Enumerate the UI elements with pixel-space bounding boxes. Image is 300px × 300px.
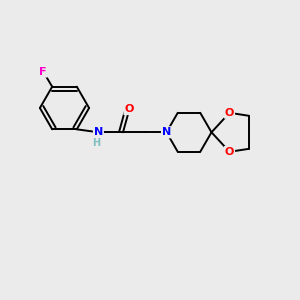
Text: N: N xyxy=(162,127,171,137)
Text: O: O xyxy=(124,104,134,114)
Text: F: F xyxy=(40,67,47,77)
Text: N: N xyxy=(162,127,171,137)
Text: N: N xyxy=(94,127,103,137)
Text: O: O xyxy=(225,108,234,118)
Text: H: H xyxy=(92,138,100,148)
Text: O: O xyxy=(225,147,234,157)
